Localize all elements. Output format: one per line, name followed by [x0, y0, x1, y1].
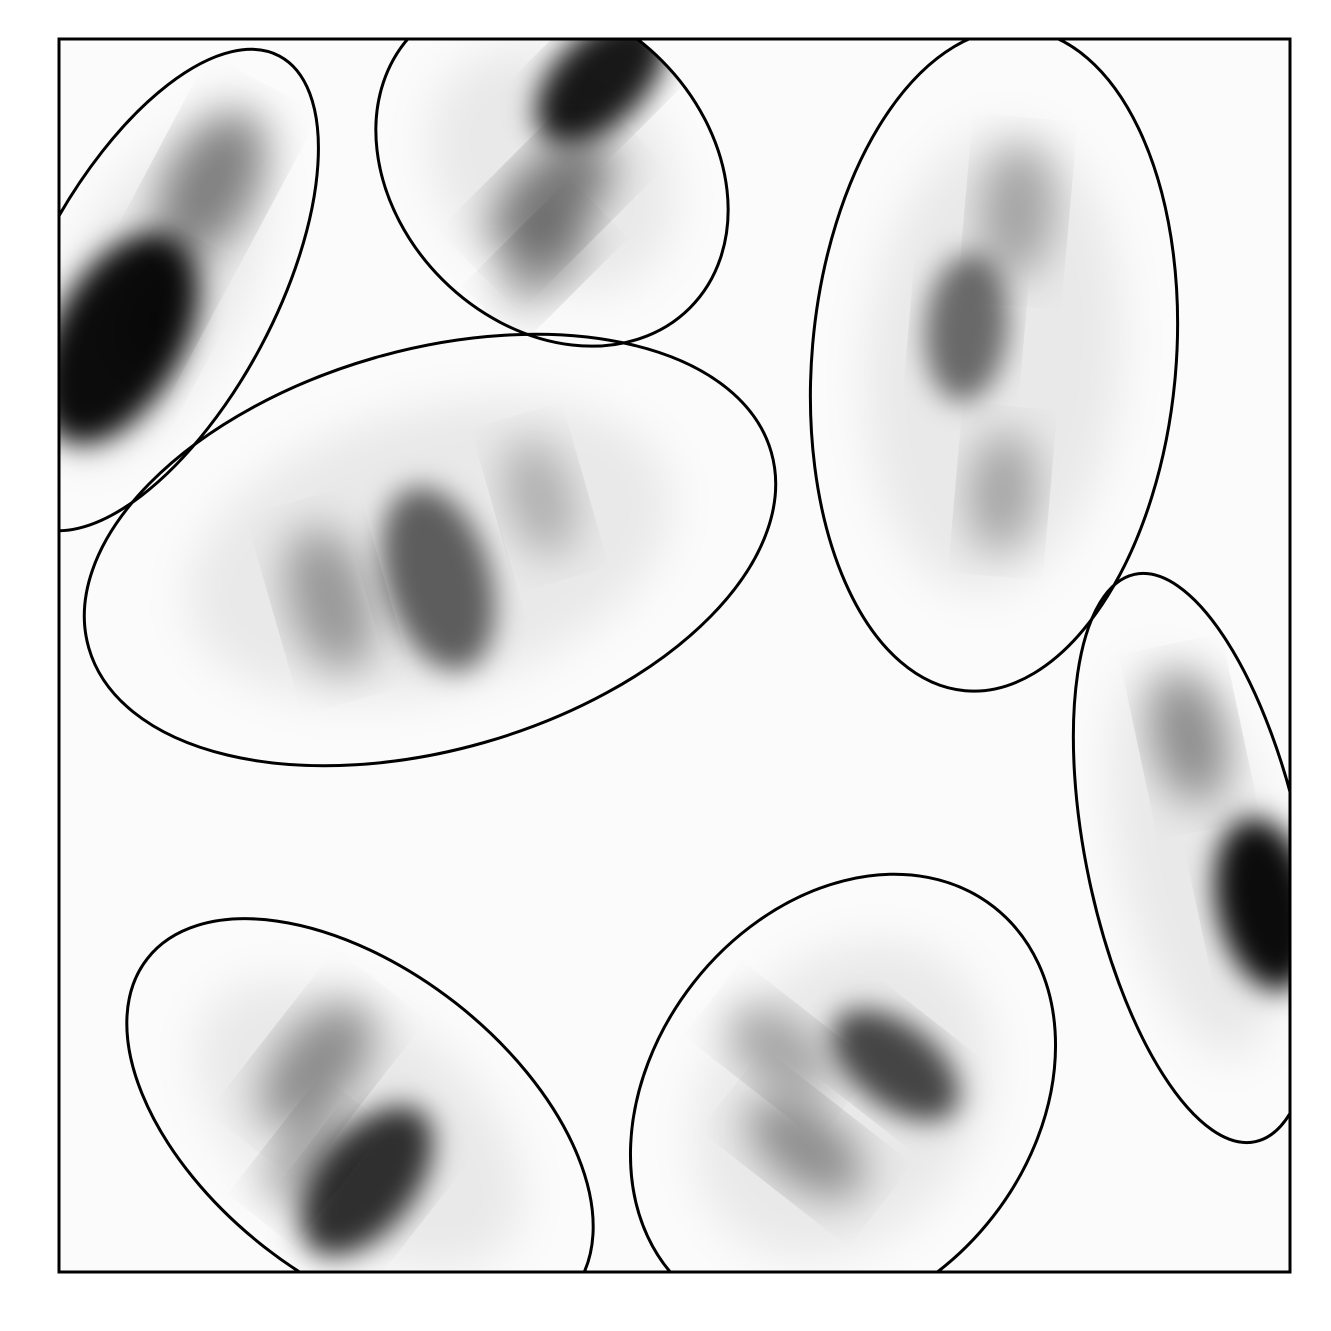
density-spot: [156, 109, 267, 259]
density-spot: [968, 430, 1037, 552]
ellipse-top-center-outline: [374, 39, 730, 348]
density-spot: [285, 527, 375, 672]
density-spot: [491, 138, 613, 259]
ellipse-middle-left-outline: [82, 332, 778, 768]
ellipse-bottom-left-shading: [196, 980, 524, 1270]
ellipse-right-edge-shading: [1109, 658, 1290, 1058]
density-spot: [503, 438, 577, 557]
ellipse-top-left-outline: [59, 47, 320, 533]
ellipse-top-right-outline: [808, 39, 1180, 693]
ellipse-top-left-shading: [59, 109, 270, 459]
ellipse-bottom-left-outline: [125, 917, 595, 1272]
ellipse-right-edge-outline: [1071, 571, 1290, 1145]
density-spot: [300, 1105, 434, 1257]
density-spot: [925, 253, 1009, 402]
density-spot: [748, 1096, 865, 1199]
density-spot: [266, 1113, 349, 1207]
density-spot: [117, 258, 201, 371]
ellipse-middle-left-shading: [188, 398, 672, 702]
ellipse-bottom-center-outline: [628, 872, 1058, 1272]
density-spot: [261, 1002, 374, 1130]
density-spot: [831, 1008, 960, 1122]
density-spot: [1215, 817, 1290, 991]
plot-frame: [57, 37, 1292, 1274]
density-spot: [1150, 669, 1229, 803]
ellipse-top-center-shading: [428, 39, 676, 306]
density-spot: [727, 1004, 833, 1097]
density-spot: [535, 39, 668, 144]
ellipse-bottom-center-shading: [694, 941, 992, 1259]
density-spot: [381, 486, 496, 671]
density-spot: [501, 218, 589, 306]
density-spot: [979, 144, 1055, 279]
ellipse-top-right-shading: [865, 128, 1123, 592]
